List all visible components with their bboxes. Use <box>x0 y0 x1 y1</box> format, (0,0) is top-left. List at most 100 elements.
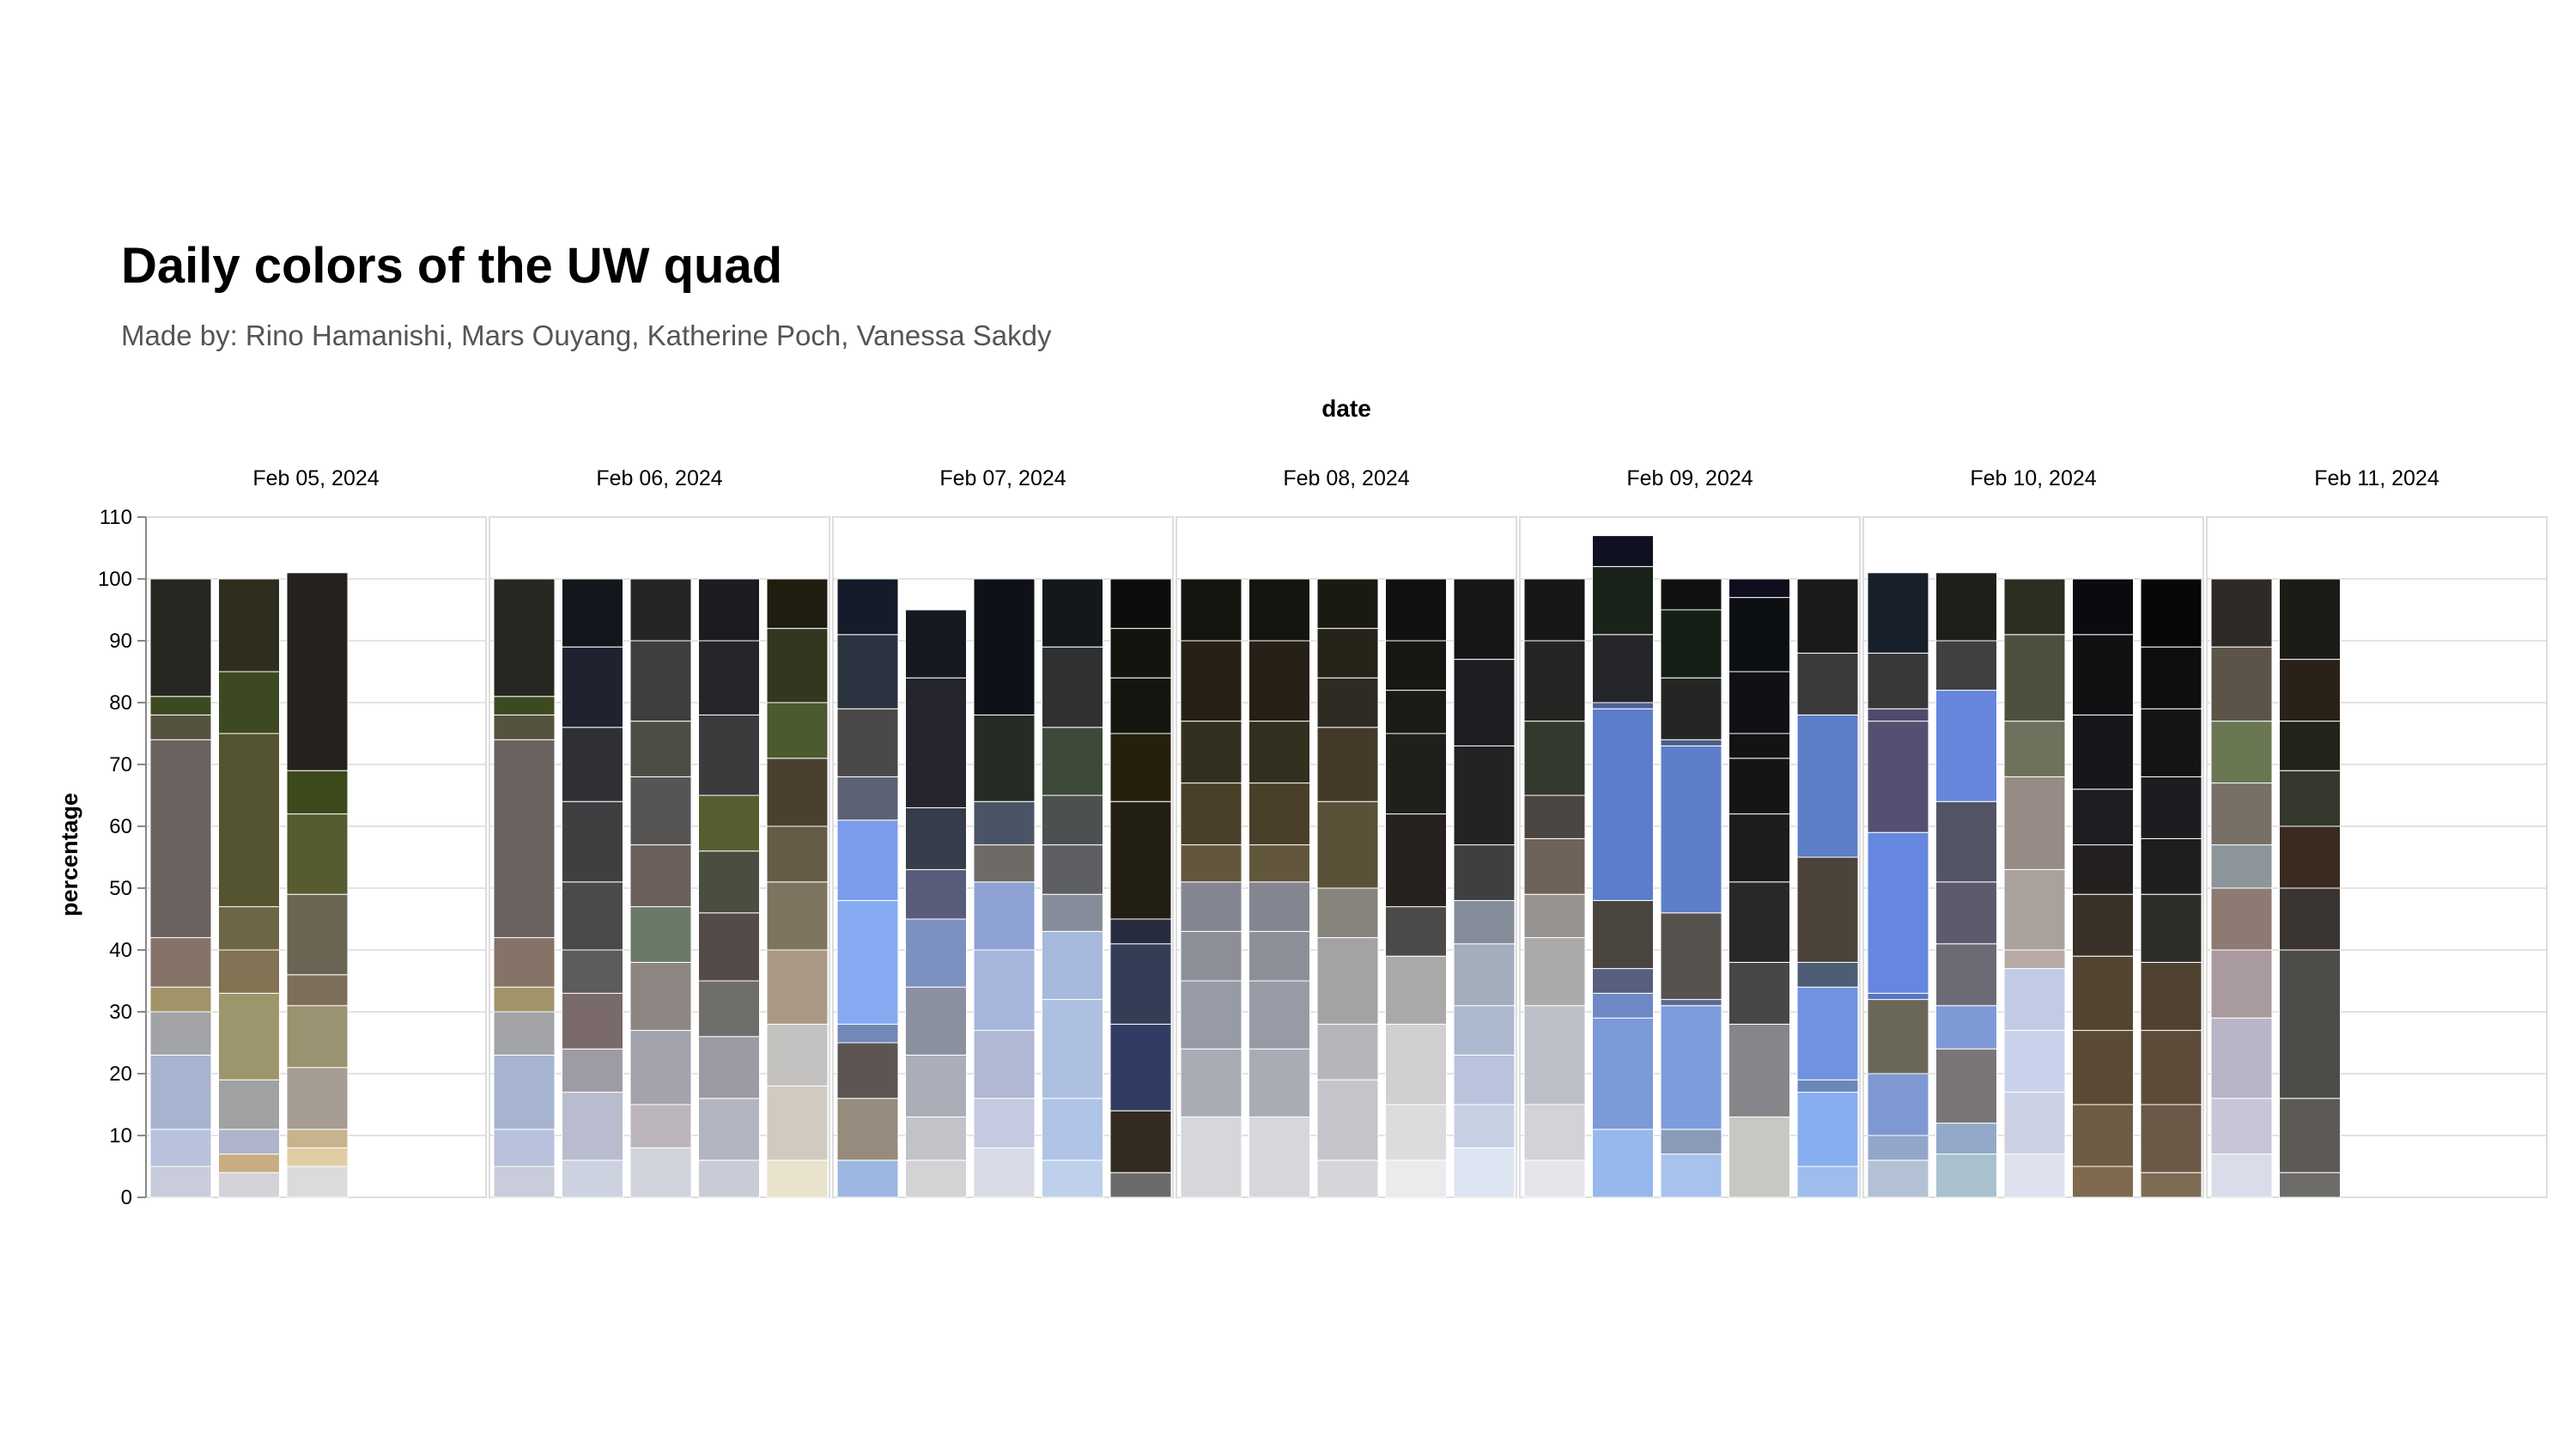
bar-segment <box>698 980 760 1038</box>
bar-segment <box>1453 1147 1516 1198</box>
bar-segment <box>1109 918 1172 945</box>
facet-header: Feb 09, 2024 <box>1626 466 1753 490</box>
bar-segment <box>218 906 280 951</box>
bar-segment <box>973 949 1036 1032</box>
bar-segment <box>1109 677 1172 734</box>
bar <box>1453 578 1516 1198</box>
bar-segment <box>2210 1017 2273 1099</box>
bar-segment <box>1453 943 1516 1007</box>
bar-segment <box>836 1023 899 1044</box>
bar-segment <box>1109 733 1172 802</box>
bar-segment <box>2279 949 2341 1099</box>
bar-segment <box>2072 634 2134 715</box>
bar-segment <box>1385 1160 1447 1198</box>
bar-segment <box>1660 912 1722 1001</box>
y-tick-label: 90 <box>109 630 132 653</box>
bar-segment <box>2072 1030 2134 1105</box>
bar-segment <box>1796 961 1859 988</box>
facet-header: Feb 08, 2024 <box>1283 466 1409 490</box>
bar-segment <box>1796 1166 1859 1198</box>
bar-segment <box>1109 1110 1172 1173</box>
y-tick-label: 0 <box>121 1186 132 1209</box>
bar-segment <box>1453 1054 1516 1105</box>
facet-2: Feb 06, 2024 <box>489 466 830 1198</box>
facet-header: Feb 10, 2024 <box>1970 466 2096 490</box>
bar <box>2003 578 2066 1198</box>
bar-segment <box>149 986 212 1013</box>
bar-segment <box>2072 578 2134 636</box>
bar-segment <box>1109 801 1172 920</box>
bar-segment <box>1042 578 1103 648</box>
y-tick-label: 40 <box>109 939 132 962</box>
bar-segment <box>2003 578 2066 636</box>
bar-segment <box>1385 906 1447 957</box>
bar-segment <box>1385 578 1447 642</box>
bar <box>973 578 1036 1198</box>
bar-segment <box>1180 980 1242 1050</box>
bar-segment <box>149 1129 212 1167</box>
bar-segment <box>905 986 967 1056</box>
bar-segment <box>2279 1172 2341 1198</box>
bar <box>1728 578 1790 1198</box>
bar-segment <box>1180 782 1242 846</box>
bar-segment <box>698 1036 760 1099</box>
bar-segment <box>1385 640 1447 691</box>
bar-segment <box>493 578 556 697</box>
bar-segment <box>1385 733 1447 815</box>
bar-segment <box>1867 999 1929 1075</box>
bar-segment <box>1935 943 1997 1007</box>
bar-segment <box>1249 844 1310 883</box>
bar-segment <box>2140 708 2202 777</box>
bar <box>218 578 280 1198</box>
bar-segment <box>1660 1129 1722 1155</box>
bar-segment <box>1316 628 1379 679</box>
bar <box>629 578 692 1198</box>
y-axis: 0 10 20 30 40 50 60 70 80 90 100 110 <box>98 506 147 1209</box>
bar <box>1523 578 1586 1198</box>
bar <box>2140 578 2202 1198</box>
bar-segment <box>973 801 1036 846</box>
bar-segment <box>1249 1048 1310 1117</box>
bar-segment <box>1935 640 1997 691</box>
bar-segment <box>2279 770 2341 827</box>
bar <box>2210 578 2273 1198</box>
bar-segment <box>2003 1154 2066 1198</box>
y-tick-label: 80 <box>109 691 132 715</box>
bar <box>1249 578 1310 1198</box>
bar-segment <box>1592 1017 1654 1130</box>
bar-segment <box>1385 1104 1447 1161</box>
bar-segment <box>1660 578 1722 611</box>
bar-segment <box>1523 640 1586 722</box>
bar-segment <box>1316 801 1379 889</box>
facet-header: Feb 07, 2024 <box>939 466 1066 490</box>
y-tick-label: 110 <box>100 506 132 529</box>
bar-segment <box>629 776 692 846</box>
bar-segment <box>1660 739 1722 746</box>
bar-segment <box>2210 1154 2273 1198</box>
bar <box>1042 578 1103 1198</box>
bar-segment <box>286 770 349 815</box>
chart-subtitle: Made by: Rino Hamanishi, Mars Ouyang, Ka… <box>121 320 1052 351</box>
bar-segment <box>2279 887 2341 951</box>
bar <box>1867 572 1929 1198</box>
bar-segment <box>2210 887 2273 951</box>
facet-4: Feb 08, 2024 <box>1176 466 1517 1198</box>
bar-segment <box>836 819 899 901</box>
bar-segment <box>1867 721 1929 833</box>
bar-segment <box>1180 844 1242 883</box>
bar <box>905 609 967 1198</box>
bar-segment <box>218 1172 280 1198</box>
bar-segment <box>1935 801 1997 883</box>
bar-segment <box>1042 930 1103 1001</box>
bar-segment <box>1453 899 1516 945</box>
bar-segment <box>2072 893 2134 957</box>
bar-segment <box>286 1067 349 1130</box>
bar-segment <box>1592 968 1654 994</box>
bar-segment <box>562 992 623 1050</box>
bar-segment <box>2279 721 2341 771</box>
bar-segment <box>629 1147 692 1198</box>
bar <box>562 578 623 1198</box>
bar-segment <box>905 918 967 988</box>
bar-segment <box>1249 640 1310 722</box>
